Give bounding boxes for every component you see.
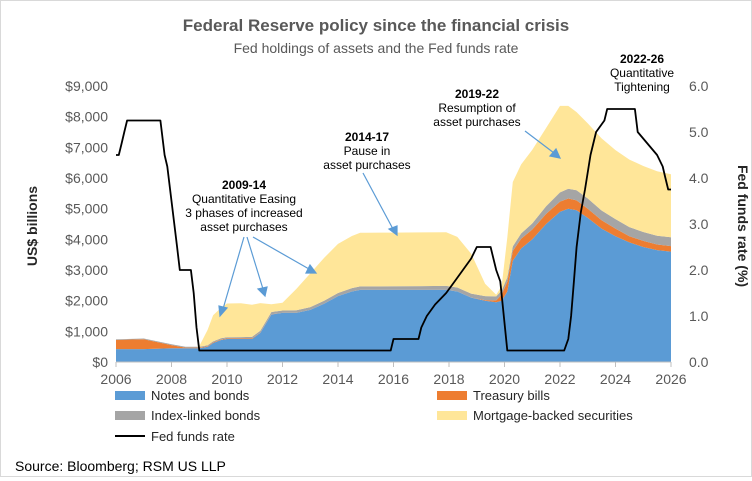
annotation-line: asset purchases xyxy=(323,158,410,172)
annotation-line: Resumption of xyxy=(438,101,516,115)
arrowhead xyxy=(548,147,562,159)
legend-label: Mortgage-backed securities xyxy=(473,408,633,423)
x-tick-label: 2024 xyxy=(600,371,631,387)
annotation-2009-14: 2009-14 Quantitative Easing 3 phases of … xyxy=(185,178,302,234)
annotation-year: 2014-17 xyxy=(345,130,389,144)
y2-axis-title: Fed funds rate (%) xyxy=(735,165,751,287)
legend-label: Treasury bills xyxy=(473,388,550,403)
source-note: Source: Bloomberg; RSM US LLP xyxy=(15,458,226,474)
arrowhead xyxy=(256,286,268,298)
annotation-2019-22: 2019-22 Resumption of asset purchases xyxy=(433,87,520,129)
y2-tick-label: 2.0 xyxy=(689,262,709,278)
legend-item-treasury-bills: Treasury bills xyxy=(437,388,550,403)
y-tick-label: $0 xyxy=(92,354,108,370)
annotation-line: Quantitative xyxy=(610,66,674,80)
area-notes-and-bonds xyxy=(116,208,671,362)
x-tick-label: 2020 xyxy=(489,371,520,387)
x-tick-label: 2022 xyxy=(544,371,575,387)
annotation-line: Quantitative Easing xyxy=(192,192,296,206)
legend-item-index-linked-bonds: Index-linked bonds xyxy=(115,408,261,423)
area-treasury-bills xyxy=(116,198,671,350)
arrowhead xyxy=(387,225,398,237)
legend-swatch xyxy=(437,391,467,400)
axes-layer: $0 $1,000 $2,000 $3,000 $4,000 $5,000 $6,000 $7… xyxy=(65,78,709,387)
legend-swatch xyxy=(115,411,145,420)
y-tick-label: $7,000 xyxy=(65,139,108,155)
annotation-line: Tightening xyxy=(614,80,670,94)
y2-tick-label: 5.0 xyxy=(689,124,709,140)
y2-tick-label: 6.0 xyxy=(689,78,709,94)
y-axis-title: US$ billions xyxy=(24,186,40,266)
arrow-qe-2 xyxy=(246,236,264,290)
legend-item-notes-and-bonds: Notes and bonds xyxy=(115,388,250,403)
annotation-arrows xyxy=(218,130,562,318)
y2-tick-label: 1.0 xyxy=(689,308,709,324)
chart-subtitle: Fed holdings of assets and the Fed funds… xyxy=(234,40,519,56)
fed-funds-rate-line xyxy=(116,108,671,352)
y-tick-label: $5,000 xyxy=(65,201,108,217)
legend-swatch xyxy=(437,411,467,420)
y-tick-label: $4,000 xyxy=(65,231,108,247)
annotation-line: Pause in xyxy=(344,144,391,158)
area-layer xyxy=(116,105,671,362)
y-tick-label: $3,000 xyxy=(65,262,108,278)
arrow-resumption xyxy=(524,130,555,154)
annotation-line: 3 phases of increased xyxy=(185,206,302,220)
area-mortgage-backed-securities xyxy=(116,105,671,347)
y2-tick-label: 4.0 xyxy=(689,170,709,186)
y-tick-label: $6,000 xyxy=(65,170,108,186)
arrow-pause xyxy=(362,172,394,230)
arrow-qe-1 xyxy=(222,236,245,310)
arrowhead xyxy=(218,305,229,318)
area-index-linked-bonds xyxy=(116,188,671,348)
chart-title: Federal Reserve policy since the financi… xyxy=(183,16,569,35)
x-tick-label: 2012 xyxy=(267,371,298,387)
legend-item-mortgage-backed-securities: Mortgage-backed securities xyxy=(437,408,633,423)
annotation-year: 2009-14 xyxy=(222,178,266,192)
annotation-2022-26: 2022-26 Quantitative Tightening xyxy=(610,52,674,94)
y2-tick-label: 3.0 xyxy=(689,216,709,232)
x-tick-label: 2018 xyxy=(433,371,464,387)
x-tick-label: 2016 xyxy=(378,371,409,387)
legend: Notes and bonds Treasury bills Index-lin… xyxy=(115,388,633,444)
y2-tick-label: 0.0 xyxy=(689,354,709,370)
legend-label: Notes and bonds xyxy=(151,388,250,403)
x-tick-label: 2008 xyxy=(156,371,187,387)
annotation-line: asset purchases xyxy=(433,115,520,129)
x-tick-label: 2006 xyxy=(100,371,131,387)
legend-swatch xyxy=(115,391,145,400)
y-tick-label: $9,000 xyxy=(65,78,108,94)
arrow-qe-3 xyxy=(252,236,310,270)
annotation-line: asset purchases xyxy=(200,220,287,234)
rate-layer xyxy=(116,108,671,352)
x-tick-label: 2014 xyxy=(322,371,353,387)
legend-label: Fed funds rate xyxy=(151,429,235,444)
y-tick-label: $1,000 xyxy=(65,323,108,339)
legend-label: Index-linked bonds xyxy=(151,408,261,423)
annotation-year: 2019-22 xyxy=(455,87,499,101)
x-tick-label: 2010 xyxy=(211,371,242,387)
y-tick-label: $2,000 xyxy=(65,293,108,309)
arrowhead xyxy=(305,263,318,274)
annotation-2014-17: 2014-17 Pause in asset purchases xyxy=(323,130,410,172)
y-tick-label: $8,000 xyxy=(65,109,108,125)
annotation-year: 2022-26 xyxy=(620,52,664,66)
x-tick-label: 2026 xyxy=(655,371,686,387)
legend-item-fed-funds-rate: Fed funds rate xyxy=(115,429,235,444)
